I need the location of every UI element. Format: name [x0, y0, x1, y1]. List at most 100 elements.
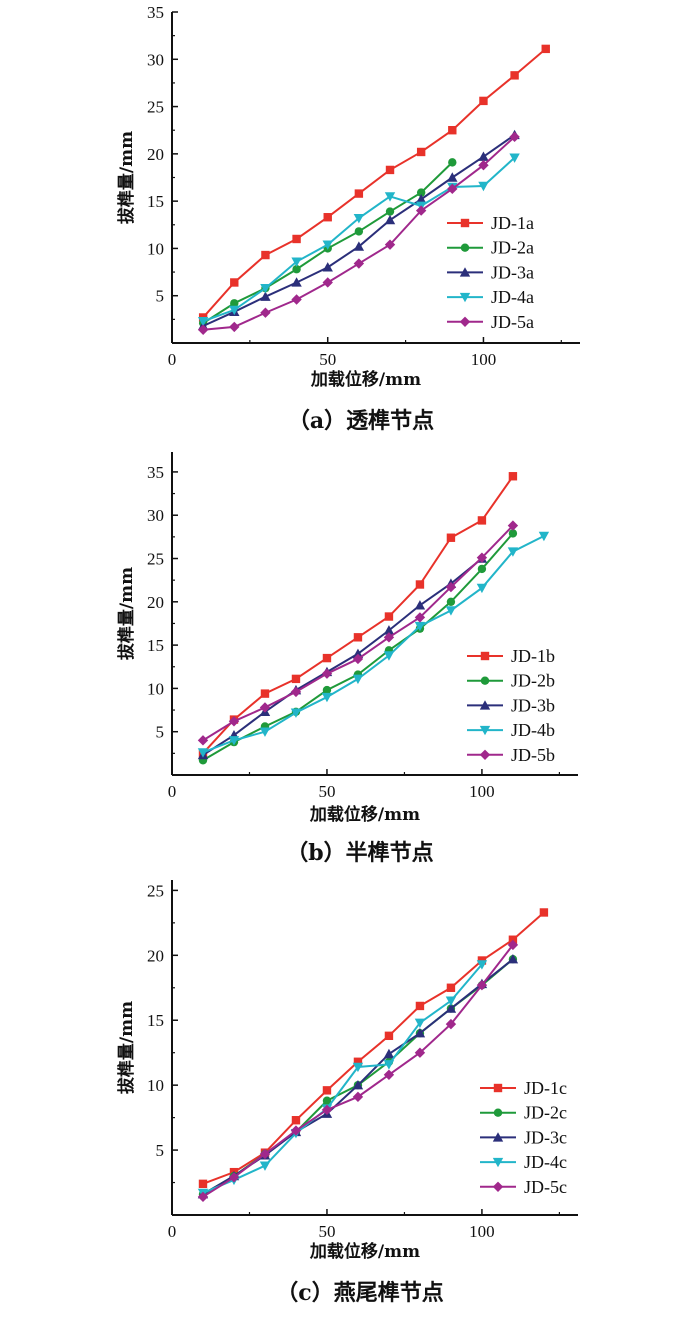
- legend-item: JD-4b: [467, 720, 555, 740]
- y-tick-label: 5: [156, 287, 165, 306]
- legend-item: JD-1a: [447, 213, 534, 233]
- legend-label: JD-2c: [524, 1103, 567, 1123]
- diamond-marker: [352, 653, 364, 665]
- series-line: [202, 557, 483, 756]
- diamond-marker: [322, 277, 333, 288]
- series-line: [202, 524, 514, 742]
- legend-label: JD-5c: [524, 1177, 567, 1197]
- chart-panel-c: 5 10 15 20 25 0 50 100 加载位移/mm 拔榫量/mm （c）燕尾榫节点 JD-1…: [116, 880, 578, 1306]
- square-marker: [230, 278, 239, 287]
- triangle-up-marker: [445, 1003, 457, 1013]
- legend-label: JD-1b: [511, 646, 555, 666]
- y-tick-label: 30: [147, 50, 164, 69]
- legend-item: JD-5a: [447, 312, 534, 332]
- diamond-marker: [492, 1181, 504, 1192]
- diamond-marker: [459, 316, 471, 327]
- triangle-down-marker: [414, 1018, 426, 1029]
- diamond-marker: [260, 307, 271, 318]
- triangle-up-marker: [322, 262, 333, 272]
- circle-marker: [322, 685, 332, 695]
- y-axis-label: 拔榫量/mm: [116, 131, 137, 224]
- y-tick-label: 35: [147, 463, 164, 482]
- circle-marker: [448, 158, 457, 167]
- circle-marker: [446, 597, 456, 607]
- circle-marker: [477, 564, 487, 574]
- diamond-marker: [383, 1069, 395, 1080]
- y-tick-label: 25: [147, 98, 164, 117]
- series-line: [202, 958, 514, 1196]
- series-line: [202, 475, 514, 755]
- y-tick-label: 5: [156, 723, 165, 742]
- circle-marker: [508, 529, 518, 538]
- circle-marker: [292, 265, 301, 274]
- legend-label: JD-5a: [491, 312, 534, 332]
- diamond-marker: [445, 581, 457, 593]
- series-line: [202, 911, 545, 1185]
- circle-marker: [385, 207, 395, 216]
- triangle-down-marker: [259, 1161, 271, 1171]
- triangle-down-marker: [352, 674, 364, 685]
- x-tick-label: 100: [469, 782, 495, 801]
- x-tick-label: 0: [168, 782, 177, 801]
- y-tick-label: 20: [147, 145, 164, 164]
- square-marker: [354, 189, 364, 198]
- legend-item: JD-2c: [480, 1103, 567, 1123]
- square-marker: [446, 533, 456, 542]
- triangle-down-marker: [260, 283, 271, 294]
- diamond-marker: [352, 1091, 364, 1103]
- y-tick-label: 30: [147, 506, 164, 525]
- x-axis-label: 加载位移/mm: [309, 1241, 420, 1262]
- triangle-up-marker: [291, 277, 302, 287]
- triangle-up-marker: [415, 194, 427, 204]
- diamond-marker: [507, 520, 519, 531]
- legend-item: JD-3c: [480, 1127, 567, 1147]
- series-line: [202, 958, 514, 1196]
- legend-label: JD-5b: [511, 745, 555, 765]
- series-JD-4b: [197, 531, 550, 758]
- diamond-marker: [445, 1018, 457, 1030]
- square-marker: [353, 633, 363, 642]
- triangle-up-marker: [447, 172, 458, 182]
- diamond-marker: [479, 749, 491, 760]
- square-marker: [384, 612, 394, 621]
- square-marker: [198, 1179, 208, 1189]
- square-marker: [539, 908, 549, 917]
- chart-caption: （c）燕尾榫节点: [276, 1280, 443, 1306]
- triangle-up-marker: [478, 151, 489, 161]
- legend-label: JD-3c: [524, 1127, 567, 1147]
- x-tick-label: 50: [318, 782, 335, 801]
- triangle-up-marker: [352, 648, 364, 658]
- chart-panel-b: 5 10 15 20 25 30 35 0 50 100 加载位移/mm 拔榫量/mm （b）半榫节点 J…: [116, 452, 578, 866]
- square-marker: [292, 234, 301, 244]
- y-tick-label: 25: [147, 550, 164, 569]
- series-line: [202, 535, 545, 754]
- diamond-marker: [447, 183, 458, 195]
- diamond-marker: [229, 321, 240, 333]
- legend-label: JD-2a: [491, 238, 534, 258]
- diamond-marker: [290, 1125, 302, 1136]
- series-JD-5b: [197, 520, 519, 746]
- triangle-up-marker: [479, 700, 491, 710]
- square-marker: [261, 250, 270, 260]
- y-tick-label: 20: [147, 593, 164, 612]
- diamond-marker: [291, 294, 302, 305]
- triangle-up-marker: [383, 625, 395, 635]
- legend-label: JD-3a: [491, 262, 534, 282]
- legend-item: JD-5c: [480, 1177, 567, 1197]
- diamond-marker: [290, 686, 302, 698]
- square-marker: [541, 44, 550, 54]
- x-tick-label: 100: [471, 350, 497, 369]
- diamond-marker: [383, 632, 395, 643]
- square-marker: [323, 213, 332, 222]
- diamond-marker: [415, 205, 427, 216]
- triangle-up-marker: [352, 1079, 364, 1090]
- diamond-marker: [384, 239, 396, 250]
- triangle-down-marker: [507, 547, 519, 557]
- square-marker: [448, 126, 457, 135]
- triangle-down-marker: [476, 960, 488, 970]
- diamond-marker: [259, 1148, 271, 1160]
- diamond-marker: [197, 1191, 209, 1203]
- square-marker: [477, 516, 487, 525]
- chart-panel-a: 5 10 15 20 25 30 35 0 50 100 加载位移/mm 拔榫量/mm （a）透榫节点 J…: [116, 3, 580, 434]
- triangle-down-marker: [291, 257, 302, 267]
